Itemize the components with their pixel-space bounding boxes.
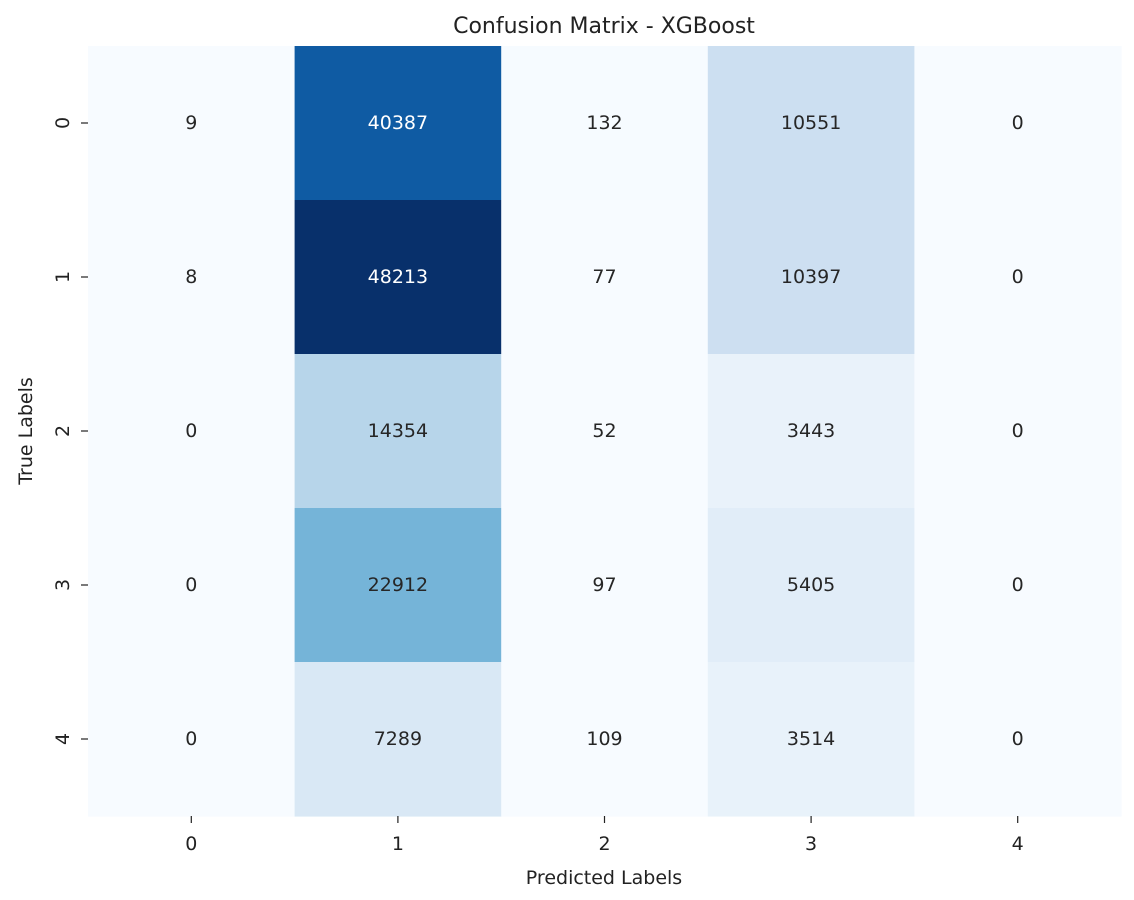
y-tick-label-0: 0 — [52, 117, 74, 129]
heatmap-cell-1-1 — [294, 200, 502, 355]
heatmap-cell-2-4 — [914, 354, 1122, 509]
y-axis-ticks: 0 1 2 3 4 — [52, 117, 88, 745]
cell-value-2-1: 14354 — [368, 420, 428, 442]
x-axis-ticks: 0 1 2 3 4 — [185, 816, 1024, 855]
x-tick-label-4: 4 — [1012, 833, 1024, 855]
cell-value-1-3: 10397 — [781, 266, 841, 288]
cell-value-0-4: 0 — [1012, 112, 1024, 134]
heatmap-cell-0-4 — [914, 46, 1122, 201]
y-axis-label: True Labels — [15, 377, 37, 486]
heatmap-cells — [88, 46, 1122, 817]
heatmap-cell-3-0 — [88, 508, 296, 663]
cell-value-3-1: 22912 — [368, 574, 428, 596]
cell-value-1-1: 48213 — [368, 266, 428, 288]
cell-value-4-1: 7289 — [374, 728, 422, 750]
cell-value-0-2: 132 — [586, 112, 622, 134]
x-tick-label-2: 2 — [598, 833, 610, 855]
heatmap-cell-1-3 — [707, 200, 915, 355]
cell-value-2-3: 3443 — [787, 420, 835, 442]
cell-value-0-3: 10551 — [781, 112, 841, 134]
x-tick-label-3: 3 — [805, 833, 817, 855]
cell-value-4-2: 109 — [586, 728, 622, 750]
heatmap-cell-0-1 — [294, 46, 502, 201]
x-axis-label: Predicted Labels — [526, 867, 682, 889]
y-tick-label-3: 3 — [52, 579, 74, 591]
heatmap-annotations: 9 40387 132 10551 0 8 48213 77 10397 0 0 14354 52 344… — [185, 112, 1023, 750]
heatmap-cell-4-2 — [501, 662, 709, 817]
y-tick-label-1: 1 — [52, 271, 74, 283]
cell-value-2-2: 52 — [592, 420, 616, 442]
heatmap-cell-2-0 — [88, 354, 296, 509]
heatmap-cell-1-4 — [914, 200, 1122, 355]
heatmap-cell-4-3 — [707, 662, 915, 817]
heatmap-cell-3-4 — [914, 508, 1122, 663]
heatmap-cell-2-2 — [501, 354, 709, 509]
cell-value-3-0: 0 — [185, 574, 197, 596]
heatmap-cell-0-3 — [707, 46, 915, 201]
y-tick-label-4: 4 — [52, 733, 74, 745]
cell-value-0-1: 40387 — [368, 112, 428, 134]
cell-value-4-3: 3514 — [787, 728, 835, 750]
y-tick-label-2: 2 — [52, 425, 74, 437]
heatmap-cell-1-2 — [501, 200, 709, 355]
heatmap-cell-0-2 — [501, 46, 709, 201]
cell-value-3-3: 5405 — [787, 574, 835, 596]
heatmap-cell-4-1 — [294, 662, 502, 817]
heatmap-cell-3-1 — [294, 508, 502, 663]
cell-value-1-2: 77 — [592, 266, 616, 288]
heatmap-cell-4-0 — [88, 662, 296, 817]
cell-value-4-0: 0 — [185, 728, 197, 750]
heatmap-cell-2-3 — [707, 354, 915, 509]
heatmap-cell-3-2 — [501, 508, 709, 663]
heatmap-cell-3-3 — [707, 508, 915, 663]
chart-title: Confusion Matrix - XGBoost — [453, 14, 755, 39]
heatmap-cell-0-0 — [88, 46, 296, 201]
cell-value-1-4: 0 — [1012, 266, 1024, 288]
cell-value-1-0: 8 — [185, 266, 197, 288]
x-tick-label-1: 1 — [392, 833, 404, 855]
cell-value-2-0: 0 — [185, 420, 197, 442]
x-tick-label-0: 0 — [185, 833, 197, 855]
cell-value-2-4: 0 — [1012, 420, 1024, 442]
cell-value-0-0: 9 — [185, 112, 197, 134]
heatmap-cell-4-4 — [914, 662, 1122, 817]
cell-value-3-4: 0 — [1012, 574, 1024, 596]
heatmap-cell-2-1 — [294, 354, 502, 509]
cell-value-3-2: 97 — [592, 574, 616, 596]
heatmap-cell-1-0 — [88, 200, 296, 355]
cell-value-4-4: 0 — [1012, 728, 1024, 750]
